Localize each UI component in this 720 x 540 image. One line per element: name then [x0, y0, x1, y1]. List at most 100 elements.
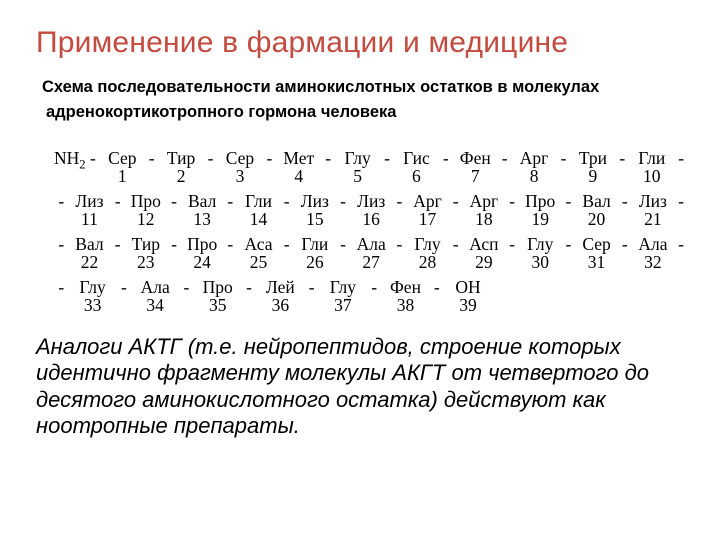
amino-acid-number: 4	[277, 168, 321, 186]
sequence-cell: Глу33	[69, 279, 117, 314]
sequence-separator: -	[448, 236, 463, 254]
sequence-cell: Аса25	[238, 236, 280, 271]
subtitle-line-2: адренокортикотропного гормона человека	[46, 103, 684, 122]
amino-acid-label: Лиз	[294, 193, 336, 211]
sequence-separator: -	[304, 279, 319, 297]
sequence-cell: Фен7	[453, 150, 497, 185]
amino-acid-label: Сер	[100, 150, 144, 168]
sequence-cell: Асп29	[463, 236, 505, 271]
sequence-cell: Про12	[125, 193, 167, 228]
sequence-separator: -	[439, 150, 454, 168]
sequence-cell: Мет4	[277, 150, 321, 185]
sequence-separator: -	[505, 236, 520, 254]
footnote: Аналоги АКТГ (т.е. нейропептидов, строен…	[36, 334, 684, 440]
sequence-cell: Лиз15	[294, 193, 336, 228]
amino-acid-number: 12	[125, 211, 167, 229]
amino-acid-number: 31	[576, 254, 618, 272]
sequence-cell: Глу30	[519, 236, 561, 271]
sequence-separator: -	[392, 193, 407, 211]
amino-acid-label: Арг	[512, 150, 556, 168]
amino-acid-label: Гли	[630, 150, 674, 168]
sequence-separator: -	[279, 193, 294, 211]
sequence-separator: -	[392, 236, 407, 254]
amino-acid-label: Гис	[394, 150, 438, 168]
sequence-cell: Гли14	[238, 193, 280, 228]
amino-acid-number: 27	[350, 254, 392, 272]
amino-acid-label: Ала	[632, 236, 674, 254]
subtitle-line-1: Схема последовательности аминокислотных …	[42, 78, 684, 97]
sequence-cell: Сер1	[100, 150, 144, 185]
sequence-cell: Глу37	[319, 279, 367, 314]
sequence-separator: -	[110, 236, 125, 254]
sequence-separator: -	[617, 236, 632, 254]
amino-acid-number: 11	[69, 211, 111, 229]
sequence-cell: Лей36	[256, 279, 304, 314]
amino-acid-number: 8	[512, 168, 556, 186]
sequence-cell: Вал20	[576, 193, 618, 228]
sequence-cell: Вал13	[181, 193, 223, 228]
sequence-separator: -	[321, 150, 336, 168]
sequence-row: NH2 - Сер1 - Тир2 - Сер3 - Мет4 - Глу5 -…	[54, 150, 684, 185]
amino-acid-label: Вал	[181, 193, 223, 211]
sequence-cell: Тир23	[125, 236, 167, 271]
sequence-cell: Арг8	[512, 150, 556, 185]
sequence-lead-formula: NH2 -	[54, 150, 100, 171]
sequence-cell: Гис6	[394, 150, 438, 185]
amino-acid-label: Фен	[381, 279, 429, 297]
amino-acid-label: Вал	[576, 193, 618, 211]
sequence-lead-dash: -	[54, 279, 69, 297]
amino-acid-number: 36	[256, 297, 304, 315]
sequence-separator: -	[556, 150, 571, 168]
amino-acid-number: 15	[294, 211, 336, 229]
sequence-separator: -	[144, 150, 159, 168]
amino-acid-number: 37	[319, 297, 367, 315]
amino-acid-number: 25	[238, 254, 280, 272]
amino-acid-label: Ала	[350, 236, 392, 254]
sequence-row: - Глу33 - Ала34 - Про35 - Лей36 - Глу37 …	[54, 279, 684, 314]
sequence-separator: -	[336, 193, 351, 211]
amino-acid-label: Асп	[463, 236, 505, 254]
amino-acid-label: Фен	[453, 150, 497, 168]
amino-acid-number: 35	[194, 297, 242, 315]
sequence-separator: -	[117, 279, 132, 297]
sequence-cell: Сер3	[218, 150, 262, 185]
sequence-separator: -	[561, 236, 576, 254]
amino-acid-label: Арг	[407, 193, 449, 211]
sequence-cell: Сер31	[576, 236, 618, 271]
amino-acid-number: 14	[238, 211, 280, 229]
amino-acid-number: 28	[407, 254, 449, 272]
sequence-separator: -	[167, 236, 182, 254]
sequence-row: - Лиз11 - Про12 - Вал13 - Гли14 - Лиз15 …	[54, 193, 684, 228]
sequence-cell: Вал22	[69, 236, 111, 271]
amino-acid-label: Глу	[519, 236, 561, 254]
sequence-cell: Гли10	[630, 150, 674, 185]
amino-acid-label: Гли	[238, 193, 280, 211]
sequence-separator: -	[223, 236, 238, 254]
amino-acid-label: Мет	[277, 150, 321, 168]
sequence-cell: Глу5	[335, 150, 379, 185]
amino-acid-number: 26	[294, 254, 336, 272]
sequence-cell: Ала32	[632, 236, 674, 271]
sequence-separator: -	[505, 193, 520, 211]
amino-acid-label: Про	[125, 193, 167, 211]
sequence-separator: -	[336, 236, 351, 254]
amino-acid-label: Сер	[576, 236, 618, 254]
amino-acid-number: 38	[381, 297, 429, 315]
sequence-cell: Лиз16	[350, 193, 392, 228]
sequence-cell: Про24	[181, 236, 223, 271]
sequence-tail: -	[674, 193, 684, 211]
amino-acid-label: Лиз	[69, 193, 111, 211]
sequence-cell: Три9	[571, 150, 615, 185]
amino-acid-number: 33	[69, 297, 117, 315]
amino-acid-label: Глу	[407, 236, 449, 254]
amino-acid-number: 30	[519, 254, 561, 272]
amino-acid-number: 2	[159, 168, 203, 186]
amino-acid-number: 29	[463, 254, 505, 272]
sequence-separator: -	[429, 279, 444, 297]
amino-acid-label: Про	[181, 236, 223, 254]
amino-acid-label: Лиз	[632, 193, 674, 211]
amino-acid-sequence: NH2 - Сер1 - Тир2 - Сер3 - Мет4 - Глу5 -…	[54, 150, 684, 314]
amino-acid-number: 16	[350, 211, 392, 229]
sequence-cell: Ала27	[350, 236, 392, 271]
sequence-separator: -	[223, 193, 238, 211]
